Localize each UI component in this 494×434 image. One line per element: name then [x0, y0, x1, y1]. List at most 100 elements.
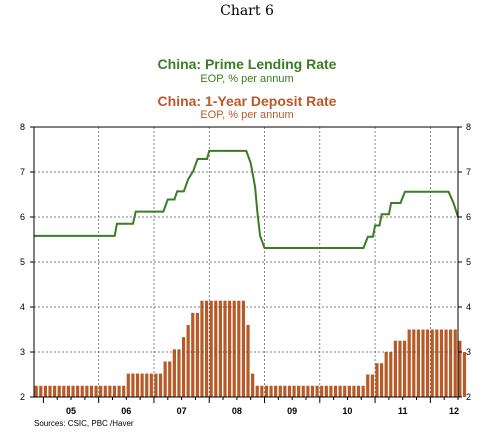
x-tick-label: 12 — [449, 406, 459, 416]
deposit-rate-bar — [186, 325, 190, 397]
deposit-rate-bar — [347, 385, 351, 397]
deposit-rate-bar — [462, 352, 467, 397]
y-tick-label-right: 4 — [466, 302, 471, 312]
deposit-rate-bar — [251, 373, 255, 397]
deposit-rate-bar — [163, 361, 167, 397]
deposit-rate-bar — [149, 373, 153, 397]
y-tick-label-left: 7 — [20, 167, 25, 177]
deposit-rate-bar — [458, 340, 462, 397]
x-tick-label: 08 — [232, 406, 242, 416]
x-tick-label: 05 — [66, 406, 76, 416]
deposit-rate-bar — [39, 385, 43, 397]
deposit-rate-bar — [435, 329, 439, 397]
deposit-rate-bar — [301, 385, 305, 397]
lending-rate-line — [34, 149, 459, 250]
deposit-rate-bar — [135, 373, 140, 397]
deposit-rate-bar — [412, 329, 416, 397]
deposit-rate-bar — [356, 385, 361, 397]
deposit-rate-bar — [172, 349, 176, 397]
deposit-rate-bar — [269, 385, 273, 397]
deposit-rate-bar — [204, 300, 209, 397]
y-tick-label-right: 5 — [466, 257, 471, 267]
deposit-rate-bar — [246, 325, 250, 397]
deposit-rate-bar — [80, 385, 84, 397]
y-tick-label-left: 2 — [20, 392, 25, 402]
y-tick-label-right: 7 — [466, 167, 471, 177]
deposit-rate-bar — [361, 385, 365, 397]
deposit-rate-bar — [260, 385, 264, 397]
deposit-rate-bar — [402, 340, 407, 397]
deposit-rate-bar — [108, 385, 112, 397]
deposit-rate-bar — [320, 385, 324, 397]
deposit-rate-bar — [333, 385, 338, 397]
deposit-rate-bar — [416, 329, 420, 397]
deposit-rate-bar — [278, 385, 282, 397]
deposit-rate-bar — [195, 312, 199, 397]
y-tick-label-right: 2 — [466, 392, 471, 402]
y-tick-label-right: 3 — [466, 347, 471, 357]
deposit-rate-bar — [283, 385, 287, 397]
deposit-rate-bar — [200, 300, 204, 397]
deposit-rate-bar — [168, 361, 172, 397]
deposit-rate-bar — [94, 385, 98, 397]
deposit-rate-bar — [85, 385, 89, 397]
deposit-rate-bar — [255, 385, 259, 397]
deposit-rate-bar — [426, 329, 430, 397]
deposit-rate-bar — [338, 385, 342, 397]
x-tick-label: 06 — [121, 406, 131, 416]
deposit-rate-bar — [375, 363, 379, 397]
deposit-rate-bar — [48, 385, 52, 397]
deposit-rate-bar — [140, 373, 144, 397]
deposit-rate-bar — [274, 385, 278, 397]
y-tick-label-left: 8 — [20, 122, 25, 132]
deposit-rate-bar — [232, 300, 236, 397]
deposit-rate-bar — [57, 385, 61, 397]
deposit-rate-bar — [389, 352, 393, 397]
deposit-rate-bar — [421, 329, 425, 397]
x-tick-label: 07 — [177, 406, 187, 416]
deposit-rate-bar — [66, 385, 71, 397]
deposit-rate-bar — [145, 373, 149, 397]
deposit-rate-bar — [177, 349, 181, 397]
x-tick-label: 10 — [342, 406, 352, 416]
deposit-rate-bar — [43, 385, 48, 397]
deposit-rate-bar — [228, 300, 232, 397]
deposit-rate-bar — [218, 300, 222, 397]
y-tick-label-right: 8 — [466, 122, 471, 132]
deposit-rate-bar — [310, 385, 315, 397]
deposit-rate-bar — [343, 385, 347, 397]
deposit-rate-bar — [214, 300, 218, 397]
deposit-rate-bar — [112, 385, 117, 397]
deposit-rate-bar — [398, 340, 402, 397]
deposit-rate-bar — [103, 385, 107, 397]
y-tick-label-left: 3 — [20, 347, 25, 357]
y-tick-label-left: 5 — [20, 257, 25, 267]
deposit-rate-bar — [306, 385, 310, 397]
deposit-rate-bar — [237, 300, 241, 397]
deposit-rate-bar — [329, 385, 333, 397]
deposit-rate-bar — [444, 329, 448, 397]
legend-title-deposit: China: 1-Year Deposit Rate — [157, 93, 337, 109]
deposit-rate-bar — [71, 385, 75, 397]
deposit-rate-bar — [89, 385, 94, 397]
deposit-rate-bar — [122, 385, 126, 397]
deposit-rate-bar — [297, 385, 301, 397]
deposit-rate-bar — [430, 329, 434, 397]
deposit-rate-bar — [449, 329, 453, 397]
deposit-rate-bar — [241, 300, 246, 397]
x-tick-label: 11 — [398, 406, 408, 416]
y-tick-label-right: 6 — [466, 212, 471, 222]
deposit-rate-bar — [264, 385, 269, 397]
x-tick-label: 09 — [287, 406, 297, 416]
deposit-rate-bar — [62, 385, 66, 397]
deposit-rate-bar — [191, 312, 195, 397]
y-tick-label-left: 6 — [20, 212, 25, 222]
deposit-rate-bar — [53, 385, 57, 397]
source-note: Sources: CSIC, PBC /Haver — [34, 419, 134, 428]
deposit-rate-bar — [131, 373, 135, 397]
page-title: Chart 6 — [220, 3, 274, 19]
deposit-rate-bar — [324, 385, 328, 397]
deposit-rate-bar — [154, 373, 158, 397]
deposit-rate-bar — [407, 329, 411, 397]
deposit-rate-bar — [366, 374, 370, 397]
